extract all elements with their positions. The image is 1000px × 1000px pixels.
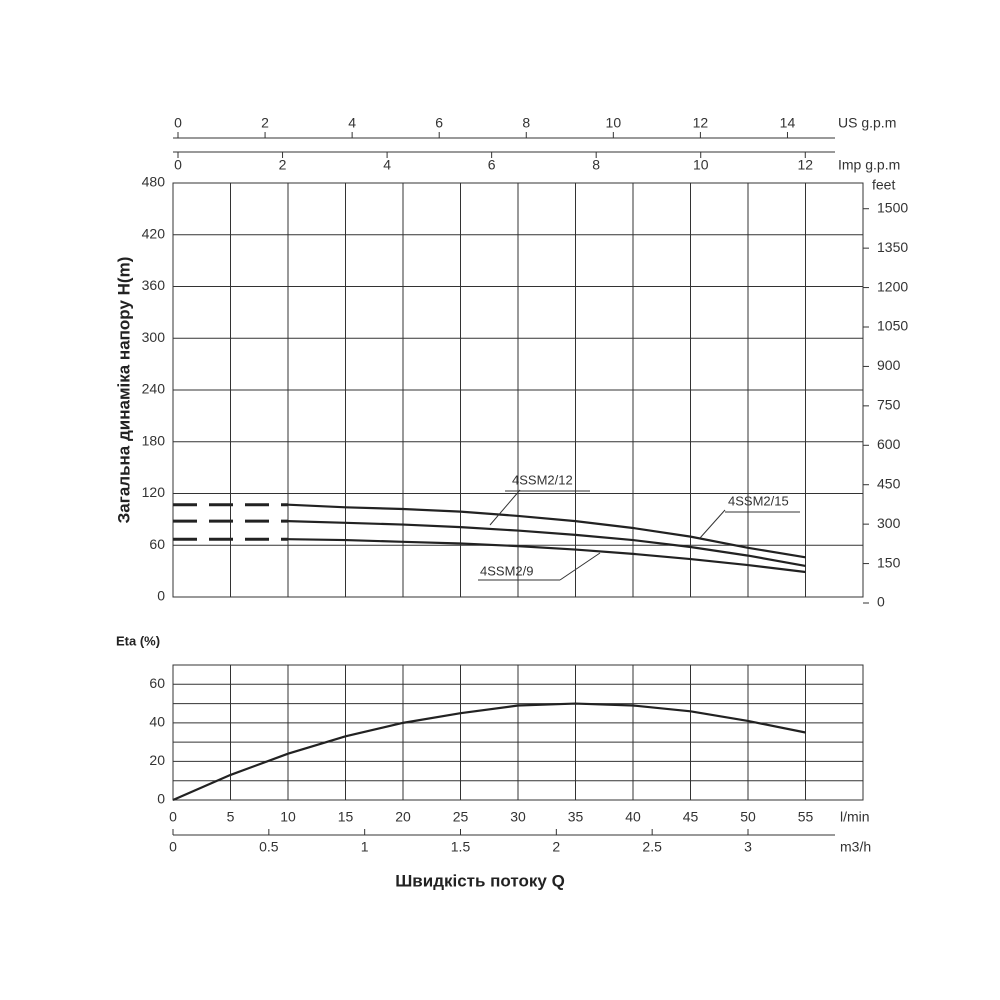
- top-axis-tick-label: 12: [797, 157, 813, 173]
- x-tick-label: 45: [683, 809, 699, 825]
- y-tick-label: 180: [142, 432, 166, 448]
- x-tick-label: 20: [395, 809, 411, 825]
- top-axis-tick-label: 10: [693, 157, 709, 173]
- top-axis-tick-label: 2: [261, 115, 269, 131]
- curve-label: 4SSM2/9: [480, 563, 533, 578]
- top-axis-tick-label: 8: [592, 157, 600, 173]
- y-tick-label: 420: [142, 225, 166, 241]
- top-axis-tick-label: 0: [174, 157, 182, 173]
- y-tick-label: 480: [142, 174, 166, 190]
- x-tick-label: 10: [280, 809, 296, 825]
- y-tick-label: 360: [142, 277, 166, 293]
- curve-label: 4SSM2/12: [512, 472, 573, 487]
- x-tick-label: 0: [169, 809, 177, 825]
- top-axis-tick-label: 6: [435, 115, 443, 131]
- y-tick-label: 60: [149, 675, 165, 691]
- y-tick-label: 240: [142, 381, 166, 397]
- y2-tick-label: 0: [877, 594, 885, 610]
- y2-axis-label: feet: [872, 177, 895, 193]
- top-axis-tick-label: 4: [348, 115, 356, 131]
- top-axis-unit: US g.p.m: [838, 115, 896, 131]
- head-curve: [287, 520, 806, 568]
- x-tick-label: 55: [798, 809, 814, 825]
- curve-label-leader: [489, 489, 521, 526]
- curve-label-leader: [699, 509, 726, 539]
- top-axis-tick-label: 6: [488, 157, 496, 173]
- curve-label-leader: [559, 552, 601, 581]
- top-axis-tick-label: 8: [522, 115, 530, 131]
- y2-tick-label: 1050: [877, 318, 908, 334]
- top-axis-tick-label: 14: [780, 115, 796, 131]
- top-axis-tick-label: 4: [383, 157, 391, 173]
- x2-unit-label: m3/h: [840, 839, 871, 855]
- y2-tick-label: 150: [877, 554, 901, 570]
- y2-tick-label: 1350: [877, 239, 908, 255]
- y-tick-label: 120: [142, 484, 166, 500]
- top-axis-unit: Imp g.p.m: [838, 157, 900, 173]
- y2-tick-label: 1500: [877, 199, 908, 215]
- x-axis-title: Швидкість потоку Q: [395, 871, 565, 890]
- top-axis-tick-label: 10: [606, 115, 622, 131]
- y-axis-label: Загальна динаміка напору H(m): [114, 257, 133, 524]
- curve-label: 4SSM2/15: [728, 493, 789, 508]
- eta-curve: [172, 702, 806, 802]
- x2-tick-label: 0.5: [259, 839, 279, 855]
- x2-tick-label: 1.5: [451, 839, 471, 855]
- y-tick-label: 40: [149, 714, 165, 730]
- x2-tick-label: 1: [361, 839, 369, 855]
- y-tick-label: 300: [142, 329, 166, 345]
- head-curve: [287, 503, 806, 559]
- y2-tick-label: 600: [877, 436, 901, 452]
- x-tick-label: 15: [338, 809, 354, 825]
- x-tick-label: 5: [227, 809, 235, 825]
- y2-tick-label: 1200: [877, 278, 908, 294]
- x-tick-label: 35: [568, 809, 584, 825]
- y-tick-label: 20: [149, 752, 165, 768]
- x-tick-label: 40: [625, 809, 641, 825]
- y2-tick-label: 300: [877, 515, 901, 531]
- y-tick-label: 60: [149, 536, 165, 552]
- x2-tick-label: 2: [552, 839, 560, 855]
- x2-tick-label: 2.5: [642, 839, 662, 855]
- x-tick-label: 50: [740, 809, 756, 825]
- x-unit-label: l/min: [840, 809, 870, 825]
- eta-label: Eta (%): [116, 633, 160, 648]
- head-curve: [287, 538, 806, 574]
- top-axis-tick-label: 12: [693, 115, 709, 131]
- top-axis-tick-label: 0: [174, 115, 182, 131]
- x-tick-label: 30: [510, 809, 526, 825]
- x-tick-label: 25: [453, 809, 469, 825]
- x2-tick-label: 0: [169, 839, 177, 855]
- y-tick-label: 0: [157, 791, 165, 807]
- y2-tick-label: 900: [877, 357, 901, 373]
- top-axis-tick-label: 2: [279, 157, 287, 173]
- y2-tick-label: 450: [877, 475, 901, 491]
- y2-tick-label: 750: [877, 397, 901, 413]
- x2-tick-label: 3: [744, 839, 752, 855]
- y-tick-label: 0: [157, 588, 165, 604]
